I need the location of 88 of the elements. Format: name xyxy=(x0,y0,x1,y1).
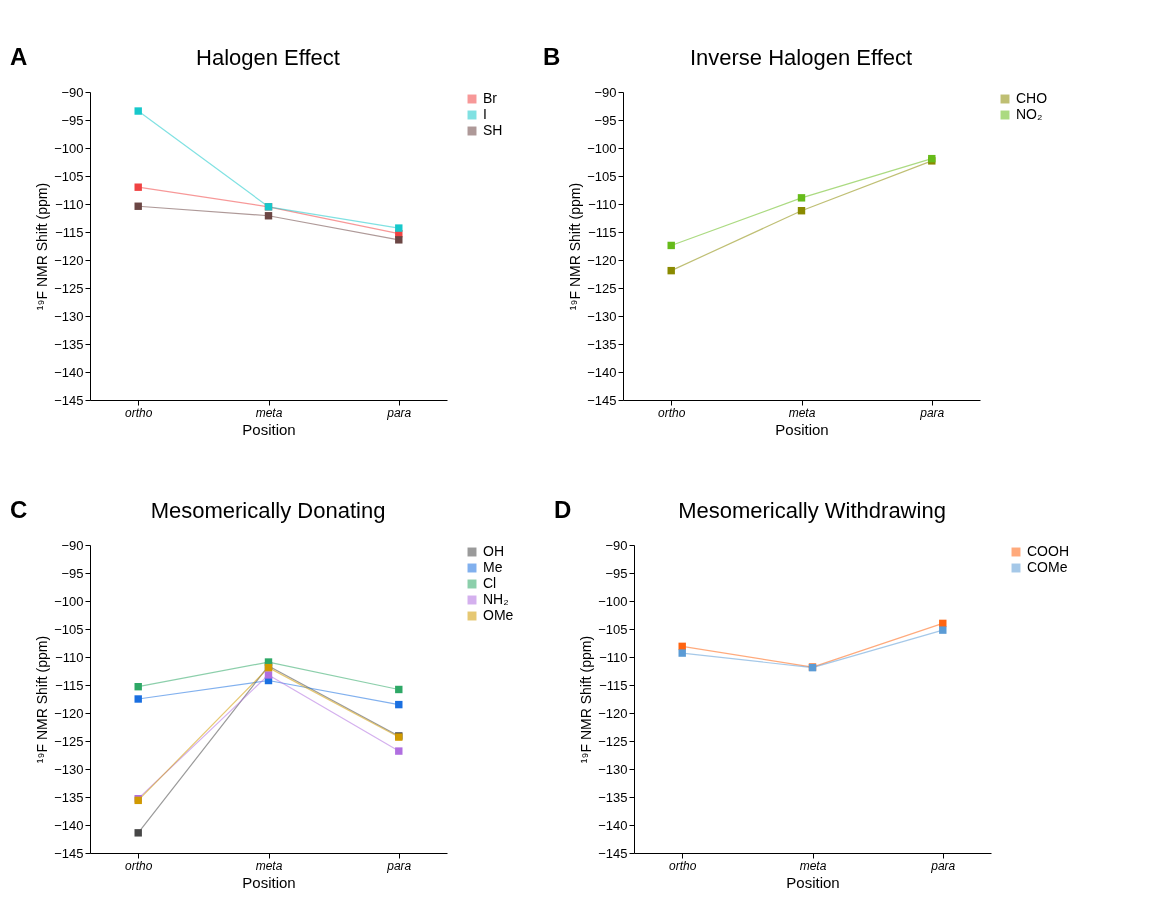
y-tick-label: −105 xyxy=(598,621,628,637)
y-tick-label: −100 xyxy=(598,593,628,609)
x-tick-label: para xyxy=(930,858,956,873)
x-tick-label: ortho xyxy=(125,858,153,873)
x-axis-title: Position xyxy=(775,420,829,438)
y-tick-label: −100 xyxy=(54,140,84,156)
y-tick-label: −135 xyxy=(54,789,84,805)
y-tick-label: −145 xyxy=(54,392,84,408)
y-tick-label: −115 xyxy=(55,677,84,693)
x-tick-label: ortho xyxy=(125,405,153,420)
y-tick-label: −110 xyxy=(588,196,617,212)
x-tick-label: para xyxy=(386,858,412,873)
y-axis-title: ¹⁹F NMR Shift (ppm) xyxy=(578,635,595,764)
y-tick-label: −130 xyxy=(598,761,628,777)
legend-label: OH xyxy=(483,543,504,559)
chart-title: Mesomerically Withdrawing xyxy=(678,498,946,523)
y-tick-label: −140 xyxy=(598,817,628,833)
chart-title: Inverse Halogen Effect xyxy=(689,45,913,70)
x-axis-title: Position xyxy=(242,420,296,438)
x-axis-title: Position xyxy=(242,873,296,891)
y-tick-label: −95 xyxy=(594,112,617,128)
legend-label: COMe xyxy=(1027,559,1068,575)
chart-title: Halogen Effect xyxy=(196,45,340,70)
x-tick-label: ortho xyxy=(658,405,686,420)
text: D xyxy=(554,496,572,523)
legend-label: CHO xyxy=(1016,90,1048,106)
y-axis-title: ¹⁹F NMR Shift (ppm) xyxy=(567,182,584,311)
y-tick-label: −130 xyxy=(54,761,84,777)
y-tick-label: −140 xyxy=(54,364,84,380)
y-tick-label: −125 xyxy=(587,280,617,296)
y-tick-label: −95 xyxy=(605,565,628,581)
legend-label: I xyxy=(483,106,487,122)
text: B xyxy=(543,43,561,70)
y-tick-label: −120 xyxy=(54,252,84,268)
y-tick-label: −115 xyxy=(599,677,628,693)
y-tick-label: −120 xyxy=(54,705,84,721)
y-tick-label: −90 xyxy=(61,84,84,100)
y-tick-label: −90 xyxy=(61,537,84,553)
y-tick-label: −120 xyxy=(598,705,628,721)
y-tick-label: −95 xyxy=(61,565,84,581)
y-tick-label: −130 xyxy=(587,308,617,324)
x-tick-label: meta xyxy=(799,858,827,873)
y-tick-label: −135 xyxy=(587,336,617,352)
legend-label: COOH xyxy=(1027,543,1069,559)
y-tick-label: −105 xyxy=(587,168,617,184)
y-tick-label: −130 xyxy=(54,308,84,324)
x-tick-label: para xyxy=(386,405,412,420)
x-tick-label: meta xyxy=(255,858,283,873)
y-tick-label: −135 xyxy=(54,336,84,352)
y-tick-label: −140 xyxy=(54,817,84,833)
legend-label: SH xyxy=(483,122,503,138)
y-tick-label: −125 xyxy=(54,733,84,749)
y-tick-label: −90 xyxy=(605,537,628,553)
legend-label: OMe xyxy=(483,607,514,623)
y-tick-label: −110 xyxy=(599,649,628,665)
y-tick-label: −105 xyxy=(54,168,84,184)
chart-title: Mesomerically Donating xyxy=(150,498,386,523)
x-tick-label: ortho xyxy=(669,858,697,873)
y-tick-label: −90 xyxy=(594,84,617,100)
y-tick-label: −105 xyxy=(54,621,84,637)
y-tick-label: −145 xyxy=(598,845,628,861)
y-axis-title: ¹⁹F NMR Shift (ppm) xyxy=(34,182,51,311)
y-tick-label: −125 xyxy=(54,280,84,296)
legend-label: Me xyxy=(483,559,503,575)
y-tick-label: −110 xyxy=(55,649,84,665)
y-tick-label: −100 xyxy=(54,593,84,609)
x-axis-title: Position xyxy=(786,873,840,891)
legend-label: NH₂ xyxy=(483,591,509,607)
y-tick-label: −100 xyxy=(587,140,617,156)
y-tick-label: −145 xyxy=(587,392,617,408)
x-tick-label: meta xyxy=(788,405,816,420)
y-tick-label: −115 xyxy=(55,224,84,240)
legend-label: Cl xyxy=(483,575,497,591)
y-tick-label: −120 xyxy=(587,252,617,268)
legend-label: NO₂ xyxy=(1016,106,1043,122)
x-tick-label: meta xyxy=(255,405,283,420)
legend-label: Br xyxy=(483,90,498,106)
y-tick-label: −125 xyxy=(598,733,628,749)
y-tick-label: −140 xyxy=(587,364,617,380)
y-tick-label: −135 xyxy=(598,789,628,805)
y-tick-label: −95 xyxy=(61,112,84,128)
y-tick-label: −110 xyxy=(55,196,84,212)
y-tick-label: −145 xyxy=(54,845,84,861)
y-axis-title: ¹⁹F NMR Shift (ppm) xyxy=(34,635,51,764)
x-tick-label: para xyxy=(919,405,945,420)
text: A xyxy=(10,43,28,70)
text: C xyxy=(10,496,28,523)
y-tick-label: −115 xyxy=(588,224,617,240)
